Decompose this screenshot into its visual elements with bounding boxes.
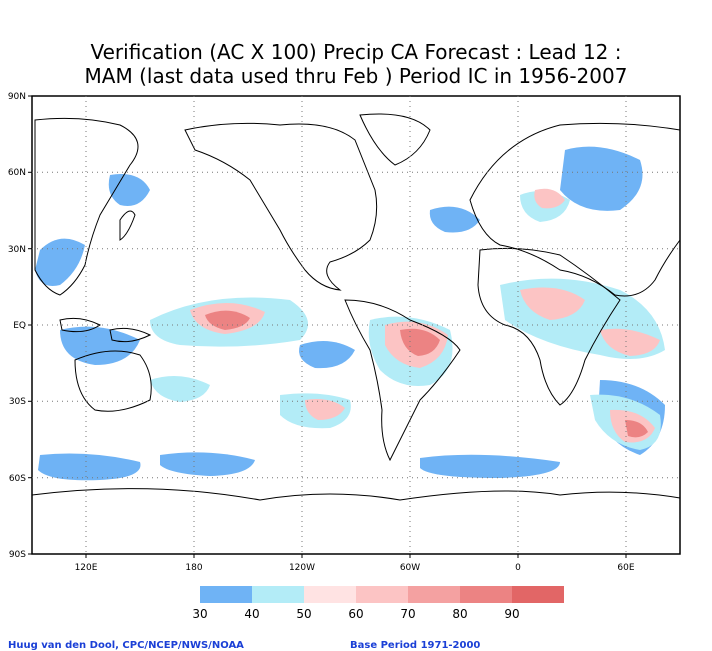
lat-label-90n: 90N bbox=[8, 92, 26, 102]
legend-swatch-0 bbox=[200, 586, 252, 603]
legend-swatch-6 bbox=[512, 586, 564, 603]
legend-label-90: 90 bbox=[504, 607, 519, 621]
legend-swatch-3 bbox=[356, 586, 408, 603]
lon-label-120w: 120W bbox=[289, 563, 315, 573]
legend-label-80: 80 bbox=[452, 607, 467, 621]
lon-label-180: 180 bbox=[185, 563, 202, 573]
legend-label-60: 60 bbox=[348, 607, 363, 621]
legend-label-30: 30 bbox=[192, 607, 207, 621]
lat-label-60s: 60S bbox=[9, 474, 26, 484]
lon-label-60e: 60E bbox=[617, 563, 634, 573]
legend-swatch-4 bbox=[408, 586, 460, 603]
lon-label-60w: 60W bbox=[400, 563, 420, 573]
lon-label-0: 0 bbox=[515, 563, 521, 573]
legend-swatch-1 bbox=[252, 586, 304, 603]
lon-label-120e: 120E bbox=[75, 563, 98, 573]
base-period-text: Base Period 1971-2000 bbox=[350, 640, 481, 651]
correlation-shading bbox=[35, 146, 665, 481]
lat-label-30n: 30N bbox=[8, 245, 26, 255]
legend-label-40: 40 bbox=[244, 607, 259, 621]
legend-swatch-2 bbox=[304, 586, 356, 603]
ticks bbox=[28, 95, 627, 558]
color-legend bbox=[200, 586, 564, 603]
chart-title-line2: MAM (last data used thru Feb ) Period IC… bbox=[84, 64, 628, 88]
lat-label-eq: EQ bbox=[13, 321, 26, 331]
credit-text: Huug van den Dool, CPC/NCEP/NWS/NOAA bbox=[8, 640, 244, 651]
lat-label-90s: 90S bbox=[9, 550, 26, 560]
lat-label-60n: 60N bbox=[8, 168, 26, 178]
coastlines bbox=[31, 113, 681, 501]
lat-label-30s: 30S bbox=[9, 397, 26, 407]
legend-label-70: 70 bbox=[400, 607, 415, 621]
grid bbox=[32, 96, 680, 554]
legend-label-50: 50 bbox=[296, 607, 311, 621]
chart-title-line1: Verification (AC X 100) Precip CA Foreca… bbox=[90, 40, 622, 64]
legend-swatch-5 bbox=[460, 586, 512, 603]
